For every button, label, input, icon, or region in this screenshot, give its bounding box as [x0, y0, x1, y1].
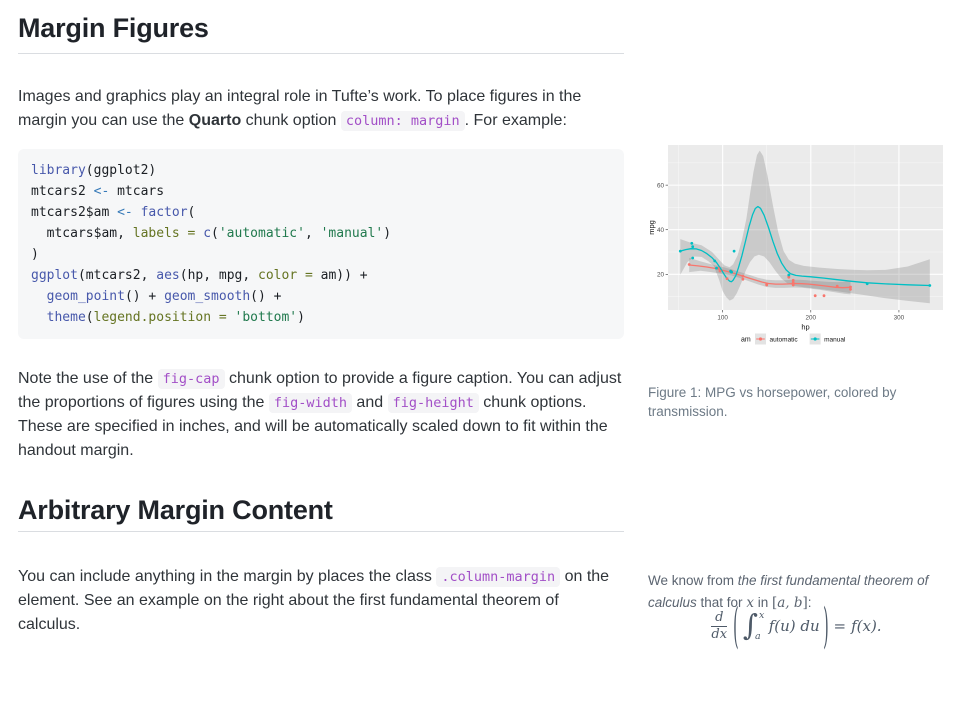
display-math: d dx ( ∫ x a f(u) du ) = f(x). — [648, 597, 944, 655]
math-equals: = — [833, 617, 847, 635]
code-listing: library(ggplot2) mtcars2 <- mtcars mtcar… — [31, 160, 611, 328]
svg-text:300: 300 — [894, 315, 905, 322]
svg-text:60: 60 — [657, 182, 665, 189]
r-source-code: library(ggplot2) mtcars2 <- mtcars mtcar… — [31, 163, 392, 325]
confidence-ribbon-manual — [680, 150, 930, 304]
data-point-automatic — [822, 294, 826, 298]
math-rhs: f(x). — [851, 617, 882, 635]
data-point-automatic — [765, 283, 769, 287]
math-left-paren: ( — [733, 597, 739, 655]
data-point-manual — [713, 259, 717, 263]
data-point-manual — [715, 266, 718, 270]
svg-text:40: 40 — [657, 227, 665, 234]
data-point-manual — [678, 249, 682, 253]
data-point-automatic — [718, 269, 722, 273]
data-point-automatic — [725, 277, 729, 280]
section-heading-margin-figures: Margin Figures — [18, 13, 209, 43]
integral-lower-limit: a — [755, 631, 761, 642]
data-point-manual — [865, 282, 869, 286]
data-point-manual — [787, 273, 791, 277]
legend-label: automatic — [770, 336, 799, 343]
data-point-manual — [928, 284, 932, 287]
integral-upper-limit: x — [759, 610, 765, 621]
data-point-automatic — [687, 263, 691, 266]
figure-caption: Figure 1: MPG vs horsepower, colored by … — [648, 384, 897, 419]
data-point-manual — [732, 249, 736, 253]
code-block: library(ggplot2) mtcars2 <- mtcars mtcar… — [18, 149, 624, 339]
x-axis-title: hp — [801, 323, 809, 332]
legend-title: am — [741, 337, 751, 344]
math-integral: ∫ x a — [742, 607, 765, 642]
fig-cap-paragraph: Note the use of the fig-cap chunk option… — [18, 369, 622, 459]
confidence-ribbon-automatic — [689, 257, 851, 295]
data-point-automatic — [741, 277, 745, 281]
data-point-manual — [691, 256, 695, 260]
plot-panel — [668, 145, 943, 310]
data-point-automatic — [849, 287, 852, 291]
main-column: Margin Figures Images and graphics play … — [18, 0, 624, 723]
svg-text:100: 100 — [717, 315, 728, 322]
data-point-automatic — [835, 284, 839, 288]
data-point-automatic — [741, 274, 745, 278]
heading-divider — [18, 531, 624, 532]
data-point-automatic — [791, 283, 795, 287]
section-heading-arbitrary-margin-content: Arbitrary Margin Content — [18, 495, 333, 525]
data-point-automatic — [791, 278, 795, 282]
y-axis-title: mpg — [648, 220, 656, 235]
data-point-manual — [729, 269, 732, 273]
data-point-automatic — [791, 281, 795, 284]
column-margin-paragraph: You can include anything in the margin b… — [18, 567, 610, 633]
svg-text:200: 200 — [806, 315, 817, 322]
data-point-manual — [690, 241, 694, 245]
data-point-automatic — [849, 285, 852, 289]
margin-figure-chart: 100 200 300 20 40 60 hp mpg am automatic manual — [647, 143, 944, 349]
legend-label: manual — [824, 336, 846, 343]
math-right-paren: ) — [822, 597, 829, 655]
svg-text:20: 20 — [657, 272, 665, 279]
math-fraction: d dx — [711, 609, 728, 642]
data-point-manual — [691, 245, 695, 249]
heading-divider — [18, 53, 624, 54]
intro-paragraph: Images and graphics play an integral rol… — [18, 88, 582, 131]
math-integrand: f(u) du — [768, 617, 820, 635]
margin-note-text: We know from the first fundamental theor… — [648, 572, 929, 611]
data-point-automatic — [813, 294, 817, 298]
margin-column: 100 200 300 20 40 60 hp mpg am automatic manual Fi… — [647, 0, 944, 723]
